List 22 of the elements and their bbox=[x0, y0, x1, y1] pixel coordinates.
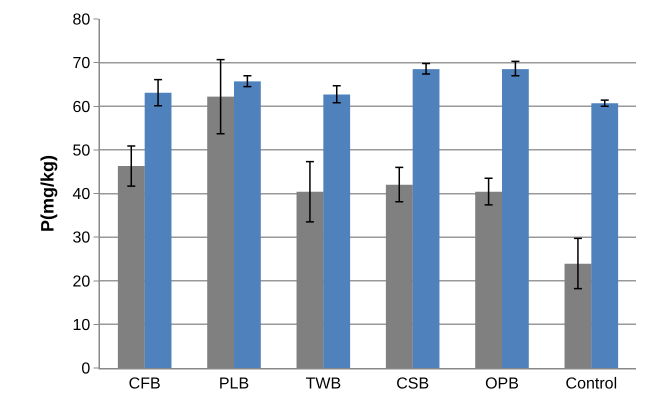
bar bbox=[323, 94, 350, 368]
y-tick-label: 70 bbox=[72, 55, 90, 72]
y-tick-label: 0 bbox=[81, 360, 90, 378]
y-tick-label: 20 bbox=[72, 273, 90, 290]
bar bbox=[591, 103, 618, 368]
y-tick-label: 80 bbox=[72, 12, 90, 29]
bar bbox=[144, 92, 172, 368]
x-tick-label: CFB bbox=[128, 376, 161, 393]
bar bbox=[502, 69, 529, 368]
x-tick-label: PLB bbox=[218, 376, 250, 393]
bar bbox=[412, 69, 440, 368]
x-tick-label: OPB bbox=[485, 376, 519, 393]
y-tick-label: 10 bbox=[72, 316, 90, 334]
x-tick-label: TWB bbox=[306, 376, 342, 393]
bar bbox=[234, 81, 261, 368]
y-axis-title: P(mg/kg) bbox=[38, 154, 58, 232]
y-tick-label: 30 bbox=[72, 230, 90, 247]
y-tick-label: 40 bbox=[72, 186, 90, 204]
y-tick-label: 50 bbox=[72, 142, 90, 160]
x-tick-label: Control bbox=[566, 376, 618, 393]
x-tick-label: CSB bbox=[396, 376, 430, 393]
y-tick-label: 60 bbox=[72, 98, 90, 116]
